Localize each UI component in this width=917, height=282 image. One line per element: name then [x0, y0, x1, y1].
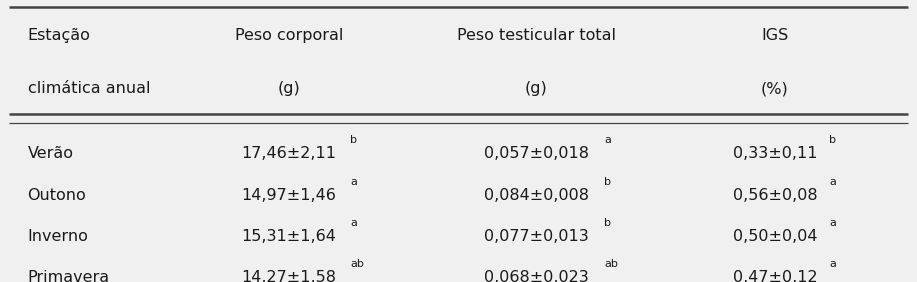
Text: 0,33±0,11: 0,33±0,11 [733, 146, 817, 161]
Text: 0,47±0,12: 0,47±0,12 [733, 270, 817, 282]
Text: 17,46±2,11: 17,46±2,11 [241, 146, 337, 161]
Text: 0,56±0,08: 0,56±0,08 [733, 188, 817, 204]
Text: a: a [350, 218, 357, 228]
Text: (g): (g) [278, 81, 300, 96]
Text: (g): (g) [525, 81, 547, 96]
Text: ab: ab [604, 259, 618, 269]
Text: b: b [604, 177, 612, 187]
Text: 14,27±1,58: 14,27±1,58 [241, 270, 337, 282]
Text: 0,057±0,018: 0,057±0,018 [484, 146, 589, 161]
Text: Peso corporal: Peso corporal [235, 28, 343, 43]
Text: a: a [829, 218, 836, 228]
Text: 0,068±0,023: 0,068±0,023 [484, 270, 589, 282]
Text: a: a [830, 259, 836, 269]
Text: Peso testicular total: Peso testicular total [457, 28, 616, 43]
Text: b: b [350, 135, 357, 145]
Text: 0,084±0,008: 0,084±0,008 [484, 188, 589, 204]
Text: climática anual: climática anual [28, 81, 150, 96]
Text: Estação: Estação [28, 28, 91, 43]
Text: IGS: IGS [761, 28, 789, 43]
Text: 0,50±0,04: 0,50±0,04 [733, 229, 817, 244]
Text: Primavera: Primavera [28, 270, 110, 282]
Text: 14,97±1,46: 14,97±1,46 [241, 188, 337, 204]
Text: 15,31±1,64: 15,31±1,64 [241, 229, 337, 244]
Text: 0,077±0,013: 0,077±0,013 [484, 229, 589, 244]
Text: b: b [829, 135, 836, 145]
Text: ab: ab [350, 259, 364, 269]
Text: a: a [350, 177, 357, 187]
Text: (%): (%) [761, 81, 789, 96]
Text: Outono: Outono [28, 188, 86, 204]
Text: a: a [604, 135, 611, 145]
Text: Verão: Verão [28, 146, 73, 161]
Text: a: a [830, 177, 836, 187]
Text: b: b [604, 218, 611, 228]
Text: Inverno: Inverno [28, 229, 88, 244]
